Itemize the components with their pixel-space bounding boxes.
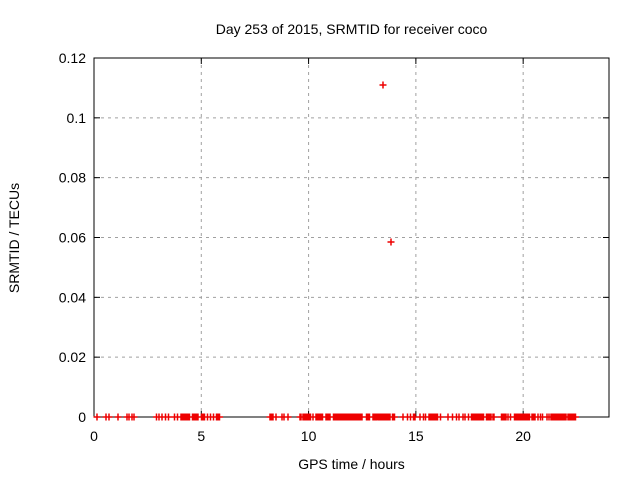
y-tick-label: 0.06 <box>59 230 86 246</box>
x-tick-label: 10 <box>301 428 317 444</box>
y-tick-label: 0.02 <box>59 349 86 365</box>
chart-title: Day 253 of 2015, SRMTID for receiver coc… <box>215 21 488 37</box>
x-tick-label: 5 <box>197 428 205 444</box>
y-tick-label: 0.04 <box>59 289 86 305</box>
y-tick-label: 0.12 <box>59 50 86 66</box>
y-tick-label: 0 <box>78 409 86 425</box>
y-tick-label: 0.1 <box>67 110 87 126</box>
x-tick-label: 0 <box>90 428 98 444</box>
x-tick-label: 15 <box>408 428 424 444</box>
x-tick-label: 20 <box>515 428 531 444</box>
x-axis-label: GPS time / hours <box>298 456 405 472</box>
y-tick-label: 0.08 <box>59 170 86 186</box>
data-points-srmtid <box>93 81 579 421</box>
